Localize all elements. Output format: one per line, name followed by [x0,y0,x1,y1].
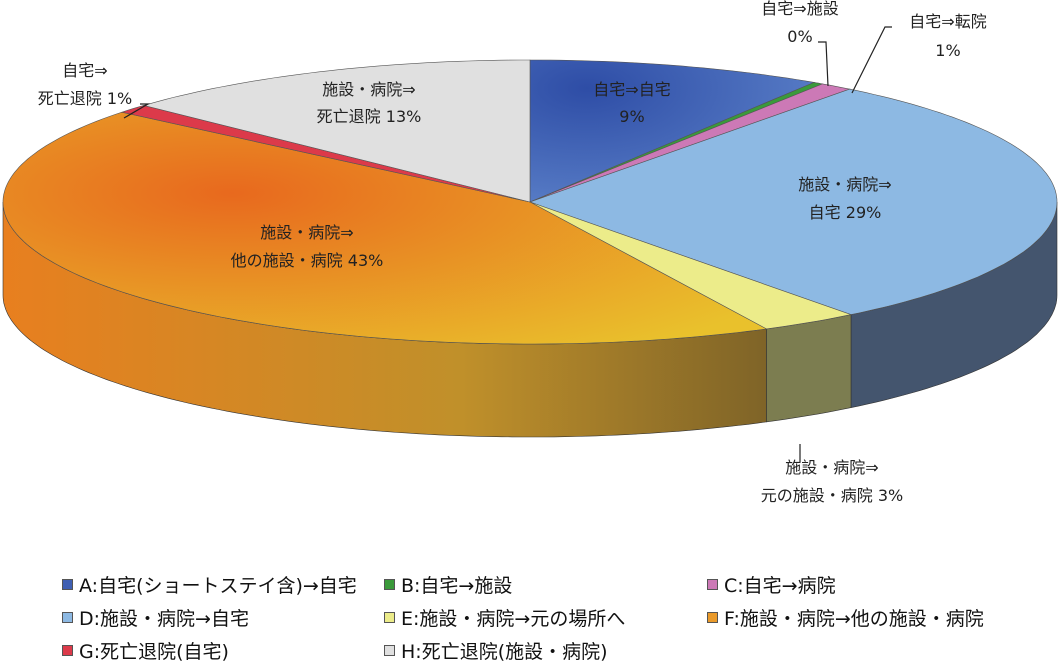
pie-slice-A [529,59,816,203]
legend-item-G: G:死亡退院(自宅) [62,637,229,664]
legend-swatch-H [384,645,395,656]
data-label-A-2: 9% [619,107,644,126]
data-label-G-1: 自宅⇒ [62,61,107,80]
data-label-B-2: 0% [787,27,812,46]
pie-side-E [766,314,852,423]
data-label-A-1: 自宅⇒自宅 [593,80,670,99]
data-label-C-2: 1% [935,41,960,60]
legend-item-H: H:死亡退院(施設・病院) [384,637,608,664]
pie-chart: 自宅⇒自宅 9% 自宅⇒施設 0% 自宅⇒転院 1% 施設・病院⇒ 自宅 29% 施設・病院⇒ 元… [2,0,1058,505]
legend-swatch-D [62,612,73,623]
data-label-C-1: 自宅⇒転院 [909,12,986,31]
leader-line-G [123,103,151,119]
legend-text-F: F:施設・病院→他の施設・病院 [724,608,984,630]
leader-line-B [818,41,829,87]
legend-swatch-E [384,612,395,623]
legend-swatch-B [384,579,395,590]
legend-item-C: C:自宅→病院 [707,571,836,598]
data-label-H-1: 施設・病院⇒ [322,80,415,99]
data-label-F-2: 他の施設・病院 43% [231,251,384,270]
legend-item-A: A:自宅(ショートステイ含)→自宅 [62,571,357,598]
legend-swatch-A [62,579,73,590]
leader-line-C [851,26,892,94]
pie-slice-D [529,88,1058,315]
data-label-E-2: 元の施設・病院 3% [761,486,903,505]
data-label-E-1: 施設・病院⇒ [785,458,878,477]
legend-swatch-C [707,579,718,590]
legend-item-B: B:自宅→施設 [384,571,512,598]
data-label-D-2: 自宅 29% [809,203,882,222]
data-label-D-1: 施設・病院⇒ [798,175,891,194]
legend-item-F: F:施設・病院→他の施設・病院 [707,604,984,631]
legend: A:自宅(ショートステイ含)→自宅 B:自宅→施設 C:自宅→病院 D:施設・病院→自… [62,571,1052,667]
pie-slice-E [529,201,853,330]
legend-text-G: G:死亡退院(自宅) [79,641,229,663]
pie-slice-H [142,59,531,203]
legend-item-D: D:施設・病院→自宅 [62,604,249,631]
legend-text-H: H:死亡退院(施設・病院) [401,641,608,663]
legend-text-C: C:自宅→病院 [724,575,836,597]
data-label-G-2: 死亡退院 1% [38,89,132,108]
legend-text-A: A:自宅(ショートステイ含)→自宅 [79,575,357,597]
legend-item-E: E:施設・病院→元の場所へ [384,604,625,631]
data-label-H-2: 死亡退院 13% [317,107,422,126]
legend-text-B: B:自宅→施設 [401,575,513,597]
data-label-B-1: 自宅⇒施設 [761,0,838,18]
data-label-F-1: 施設・病院⇒ [260,223,353,242]
pie-slice-F [2,111,768,345]
legend-swatch-G [62,645,73,656]
legend-swatch-F [707,612,718,623]
legend-text-E: E:施設・病院→元の場所へ [401,608,626,630]
legend-text-D: D:施設・病院→自宅 [79,608,249,630]
